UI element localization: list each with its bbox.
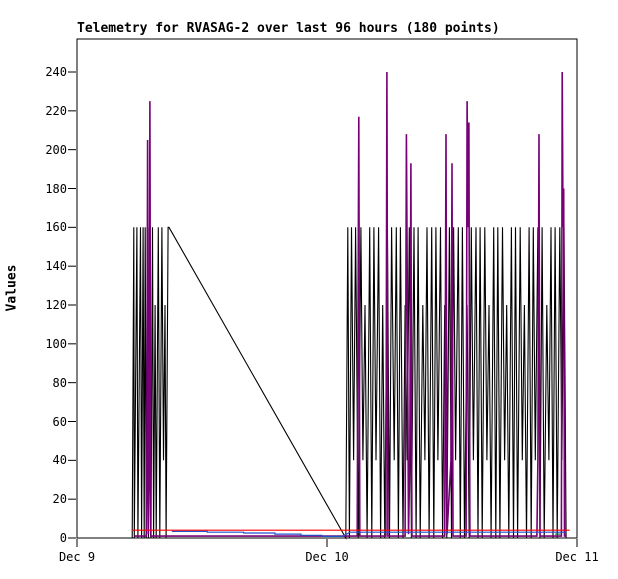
y-tick-label: 80 bbox=[52, 375, 67, 390]
y-tick-label: 0 bbox=[59, 531, 67, 545]
y-tick-label: 240 bbox=[45, 65, 67, 79]
chart-title: Telemetry for RVASAG-2 over last 96 hour… bbox=[77, 21, 500, 36]
y-tick-label: 60 bbox=[52, 414, 67, 429]
y-tick-label: 160 bbox=[45, 220, 67, 235]
x-tick-label: Dec 11 bbox=[555, 550, 599, 564]
series-line-telemetry-blue bbox=[171, 530, 567, 538]
y-tick-label: 100 bbox=[45, 336, 67, 351]
y-tick-label: 200 bbox=[45, 142, 67, 157]
y-tick-label: 20 bbox=[52, 492, 67, 507]
y-tick-label: 220 bbox=[45, 103, 67, 118]
y-tick-label: 40 bbox=[52, 453, 67, 468]
x-tick-label: Dec 10 bbox=[305, 550, 349, 564]
y-tick-label: 140 bbox=[45, 259, 67, 274]
series-line-telemetry-black bbox=[77, 226, 577, 541]
y-tick-label: 120 bbox=[45, 298, 67, 312]
y-tick-label: 180 bbox=[45, 181, 67, 196]
x-tick-label: Dec 9 bbox=[58, 550, 96, 564]
series-line-telemetry-purple bbox=[134, 71, 567, 537]
plot-border bbox=[76, 38, 578, 539]
